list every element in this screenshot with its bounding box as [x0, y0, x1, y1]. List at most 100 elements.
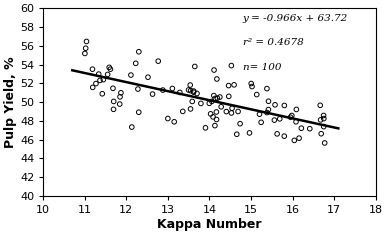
Point [293, 120, 299, 124]
Text: y = -0.966x + 63.72: y = -0.966x + 63.72 [243, 14, 348, 23]
Point [211, 68, 217, 72]
Point [190, 89, 197, 93]
Text: r² = 0.4678: r² = 0.4678 [243, 38, 303, 47]
Point [212, 97, 218, 100]
Point [107, 67, 113, 71]
Point [187, 83, 193, 87]
Point [171, 120, 177, 124]
Point [271, 118, 277, 122]
Point [235, 110, 241, 113]
Point [274, 132, 280, 136]
Text: n= 100: n= 100 [243, 63, 281, 72]
Point [231, 83, 237, 87]
Point [169, 87, 175, 90]
Point [190, 90, 197, 94]
Point [298, 126, 305, 130]
Point [212, 124, 218, 128]
Point [117, 95, 123, 99]
Point [281, 104, 288, 107]
Point [226, 84, 232, 87]
Point [177, 90, 183, 94]
Point [206, 102, 212, 105]
Point [104, 73, 111, 76]
Point [258, 120, 264, 124]
Point [321, 117, 327, 121]
Point [264, 111, 270, 114]
Point [253, 93, 260, 96]
Point [185, 88, 192, 92]
Point [234, 132, 240, 136]
Point [226, 94, 232, 98]
Point [129, 125, 135, 129]
Point [223, 110, 229, 114]
Point [149, 92, 156, 96]
Point [128, 73, 134, 77]
Point [100, 78, 106, 82]
Point [135, 87, 141, 91]
Point [322, 141, 328, 145]
Point [194, 92, 200, 95]
Point [93, 82, 99, 86]
Point [257, 112, 263, 116]
Point [249, 85, 255, 88]
Point [202, 126, 209, 130]
Point [116, 102, 123, 106]
Point [317, 103, 323, 107]
Point [320, 125, 327, 129]
Point [247, 131, 253, 135]
Point [187, 107, 194, 111]
Point [192, 65, 198, 68]
Point [111, 100, 117, 103]
Point [228, 64, 235, 67]
Point [136, 110, 142, 114]
Point [211, 94, 217, 98]
Point [229, 106, 235, 110]
Point [288, 115, 294, 119]
Point [210, 115, 216, 119]
Point [265, 99, 272, 103]
Y-axis label: Pulp Yield, %: Pulp Yield, % [4, 56, 17, 148]
Point [133, 61, 139, 65]
X-axis label: Kappa Number: Kappa Number [157, 218, 262, 231]
Point [265, 108, 272, 111]
Point [82, 46, 89, 50]
Point [145, 75, 151, 79]
Point [277, 117, 283, 121]
Point [272, 103, 278, 107]
Point [317, 118, 324, 122]
Point [118, 91, 124, 95]
Point [213, 110, 219, 114]
Point [97, 78, 103, 82]
Point [217, 95, 223, 99]
Point [207, 112, 214, 116]
Point [214, 77, 220, 81]
Point [209, 99, 215, 103]
Point [248, 82, 254, 85]
Point [110, 107, 116, 111]
Point [99, 92, 105, 96]
Point [198, 102, 204, 105]
Point [90, 86, 96, 89]
Point [180, 110, 186, 113]
Point [213, 118, 219, 121]
Point [296, 136, 302, 140]
Point [214, 96, 221, 100]
Point [165, 117, 171, 120]
Point [160, 88, 166, 92]
Point [89, 67, 96, 71]
Point [106, 66, 112, 69]
Point [307, 127, 313, 131]
Point [318, 132, 324, 136]
Point [291, 138, 297, 142]
Point [264, 87, 270, 90]
Point [228, 111, 235, 115]
Point [281, 134, 288, 138]
Point [188, 89, 194, 93]
Point [237, 122, 243, 125]
Point [289, 114, 295, 117]
Point [136, 50, 142, 54]
Point [320, 114, 327, 117]
Point [189, 100, 195, 103]
Point [293, 108, 300, 111]
Point [84, 39, 90, 43]
